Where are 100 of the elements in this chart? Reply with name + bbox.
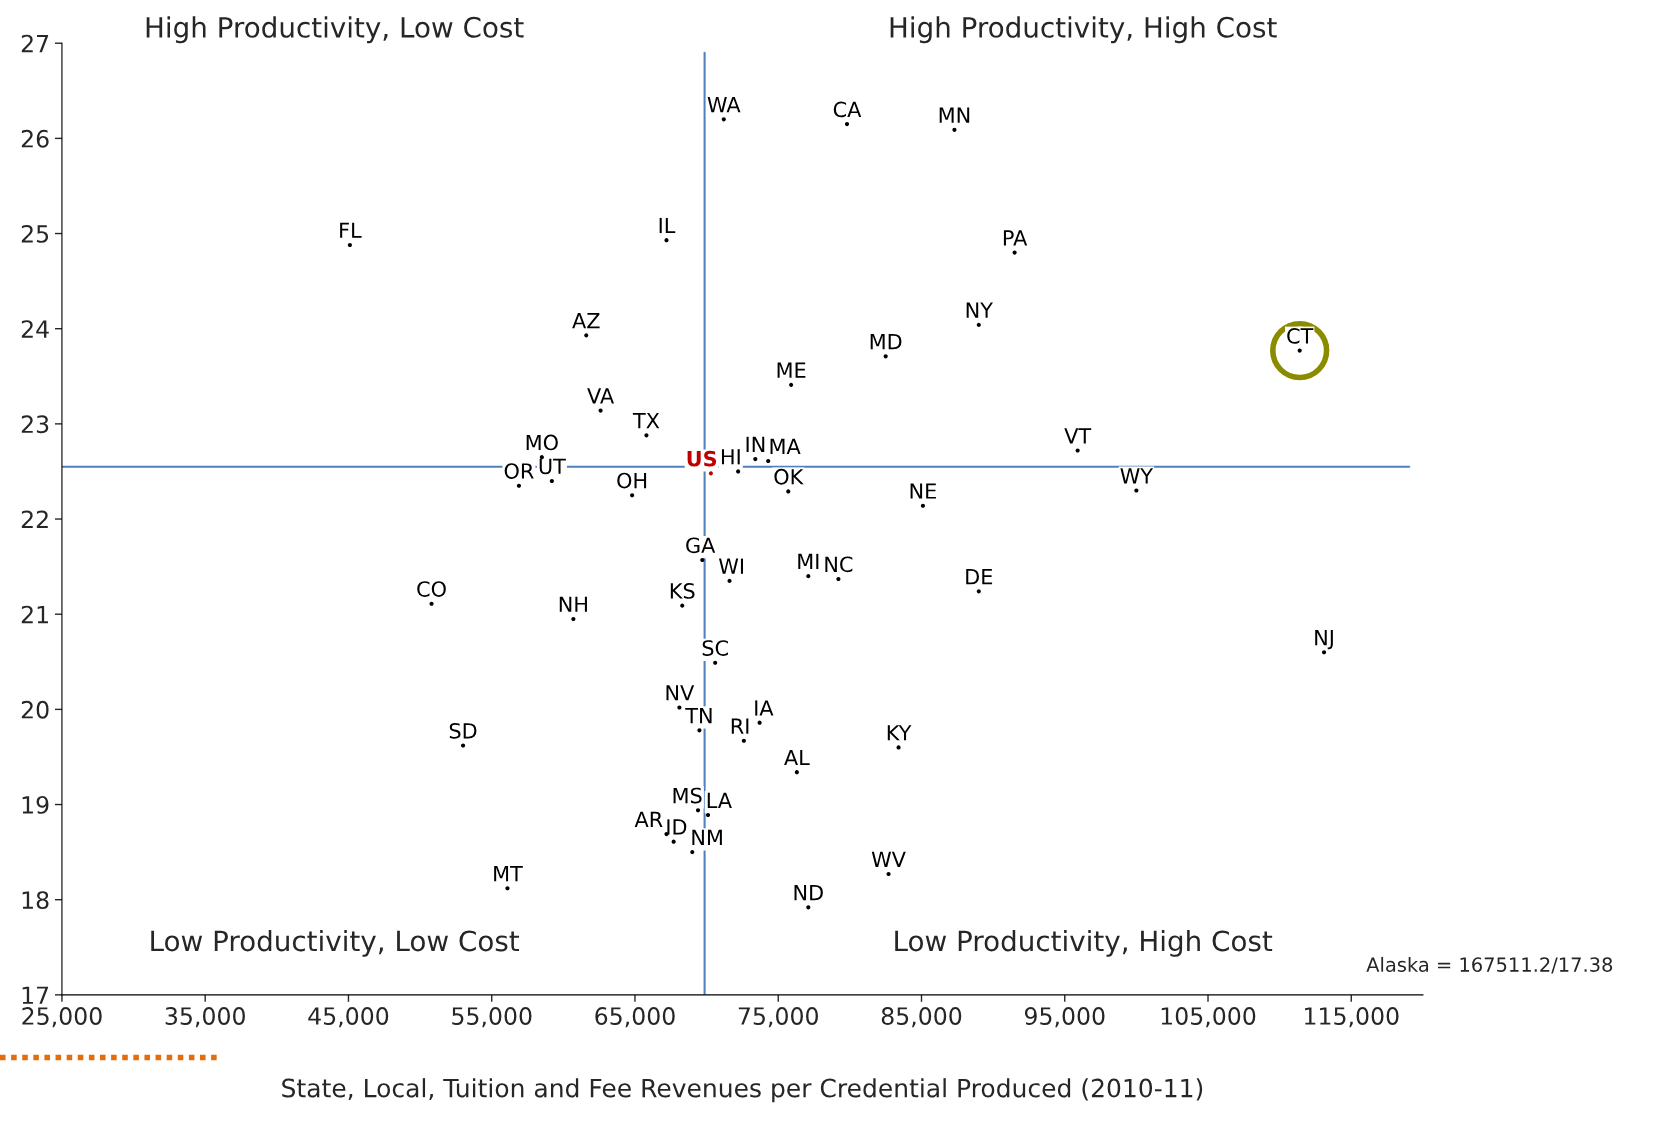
data-label: CT <box>1287 328 1314 344</box>
data-label: MD <box>870 334 902 350</box>
point <box>460 743 466 748</box>
x-tick-label: 55,000 <box>452 1007 532 1028</box>
point <box>671 839 676 844</box>
point <box>571 616 576 622</box>
point <box>886 871 891 877</box>
point <box>700 557 705 563</box>
data-label: IL <box>659 217 676 234</box>
data-label: NY <box>966 302 993 318</box>
data-label: GA <box>686 537 716 554</box>
annotation: Low Productivity, Low Cost <box>151 929 520 957</box>
data-label: CO <box>417 581 446 597</box>
data-label: MT <box>494 865 523 882</box>
data-label: TN <box>685 708 712 724</box>
data-label: US <box>687 450 717 467</box>
y-tick-label: 23 <box>21 415 49 434</box>
data-label: MI <box>798 553 819 570</box>
data-label: WY <box>1120 468 1154 484</box>
data-label: ID <box>667 819 687 835</box>
point <box>844 122 850 127</box>
point <box>952 127 957 132</box>
point <box>753 457 758 462</box>
data-label: VT <box>1064 428 1092 444</box>
point <box>836 576 841 582</box>
data-label: UT <box>539 458 566 475</box>
x-tick-label: 75,000 <box>738 1007 818 1028</box>
point <box>741 738 746 743</box>
point <box>664 238 669 243</box>
data-label: PA <box>1003 230 1028 246</box>
data-label: TX <box>632 412 660 429</box>
x-tick-label: 115,000 <box>1305 1007 1399 1028</box>
point <box>516 483 522 488</box>
data-label: HI <box>721 449 740 465</box>
data-label: AL <box>784 749 810 766</box>
point <box>736 469 741 474</box>
data-label: NC <box>825 556 853 573</box>
data-label: WA <box>707 97 741 113</box>
point <box>794 770 799 775</box>
point <box>644 433 649 438</box>
point <box>721 117 726 122</box>
data-label: RI <box>731 718 749 734</box>
data-label: AZ <box>572 313 600 329</box>
y-tick-label: 20 <box>21 700 49 719</box>
annotation: Alaska = 167511.2/17.38 <box>1366 956 1613 974</box>
point <box>766 458 771 464</box>
data-label: MN <box>939 107 970 123</box>
data-label: OH <box>617 472 647 489</box>
x-tick-label: 35,000 <box>165 1007 245 1028</box>
data-label: DE <box>966 569 993 585</box>
y-tick-label: 25 <box>21 224 49 243</box>
data-label: SC <box>702 640 728 656</box>
data-label: LA <box>707 792 732 808</box>
data-label: KS <box>670 583 695 599</box>
point <box>757 720 762 725</box>
x-tick-label: 45,000 <box>308 1007 389 1028</box>
data-label: ME <box>777 362 806 378</box>
x-tick-label: 85,000 <box>881 1007 962 1028</box>
y-tick-label: 26 <box>21 129 49 148</box>
data-label: NJ <box>1315 629 1333 650</box>
data-label: WI <box>718 558 743 574</box>
y-tick-label: 21 <box>21 605 48 624</box>
data-label: IA <box>755 700 774 716</box>
x-tick-label: 25,000 <box>22 1007 102 1028</box>
point <box>347 242 352 248</box>
y-tick-label: 18 <box>22 891 49 910</box>
data-label: IN <box>746 436 765 452</box>
point <box>920 503 926 508</box>
data-label: FL <box>340 222 362 238</box>
point <box>630 493 635 498</box>
point <box>806 574 811 579</box>
point <box>690 850 695 855</box>
annotation: Low Productivity, High Cost <box>895 929 1273 957</box>
data-label: OK <box>774 468 804 485</box>
point <box>549 478 554 484</box>
annotation: High Productivity, High Cost <box>890 16 1277 44</box>
point <box>976 589 981 594</box>
data-label: NM <box>692 829 722 846</box>
point <box>708 471 713 476</box>
data-label: MS <box>673 787 702 804</box>
point <box>786 489 791 494</box>
y-tick-label: 19 <box>22 795 49 814</box>
data-label: OR <box>504 463 534 479</box>
data-label: AR <box>634 811 663 827</box>
point <box>883 354 888 359</box>
point <box>976 322 981 327</box>
x-tick-label: 65,000 <box>595 1007 675 1028</box>
y-tick-label: 24 <box>21 320 49 338</box>
point <box>680 603 685 608</box>
data-label: WV <box>871 851 906 867</box>
point <box>429 601 434 606</box>
y-tick-label: 27 <box>21 34 49 53</box>
x-tick-label: 105,000 <box>1161 1007 1256 1028</box>
point <box>727 578 732 583</box>
point <box>806 905 811 910</box>
data-label: MO <box>526 434 558 451</box>
point <box>584 333 589 338</box>
data-label: MA <box>770 438 801 454</box>
point <box>713 660 718 665</box>
x-tick-label: 95,000 <box>1024 1007 1105 1028</box>
